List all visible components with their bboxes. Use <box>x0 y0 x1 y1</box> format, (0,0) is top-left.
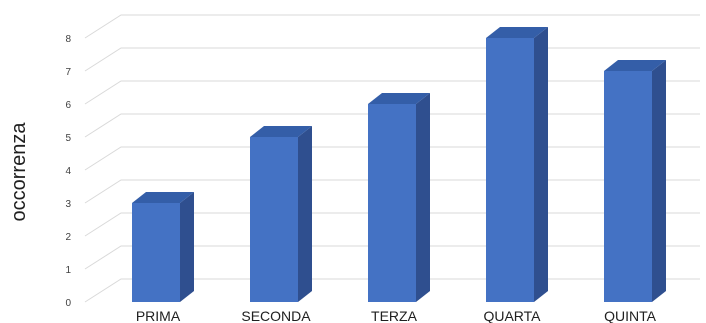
bar <box>486 27 548 302</box>
y-tick-label: 0 <box>65 298 71 309</box>
y-axis-label: occorrenza <box>8 122 30 222</box>
y-tick-label: 4 <box>65 166 71 177</box>
gridline <box>84 14 700 39</box>
x-tick-label: PRIMA <box>136 308 181 323</box>
y-tick-label: 2 <box>65 232 71 243</box>
bar-front <box>132 203 180 302</box>
y-tick-label: 1 <box>65 265 71 276</box>
y-tick-label: 7 <box>65 67 71 78</box>
bar <box>604 60 666 302</box>
bars <box>132 27 666 302</box>
bar <box>250 126 312 302</box>
x-tick-labels: PRIMA SECONDA TERZA QUARTA QUINTA <box>136 308 657 323</box>
bar-top <box>486 27 548 38</box>
y-tick-labels: 0 1 2 3 4 5 6 7 8 <box>65 34 71 309</box>
y-tick-label: 8 <box>65 34 71 45</box>
bar-top <box>604 60 666 71</box>
bar <box>132 192 194 302</box>
x-tick-label: QUARTA <box>483 308 541 323</box>
bar <box>368 93 430 302</box>
y-tick-label: 3 <box>65 199 71 210</box>
bar-side <box>652 60 666 302</box>
bar-side <box>298 126 312 302</box>
gridline <box>84 47 700 72</box>
y-tick-label: 5 <box>65 133 71 144</box>
bar-side <box>180 192 194 302</box>
bar-side <box>416 93 430 302</box>
bar-top <box>368 93 430 104</box>
x-tick-label: SECONDA <box>241 308 311 323</box>
bar-front <box>250 137 298 302</box>
bar-top <box>132 192 194 203</box>
x-tick-label: TERZA <box>371 308 418 323</box>
bar-front <box>368 104 416 302</box>
y-tick-label: 6 <box>65 100 71 111</box>
bar-front <box>604 71 652 302</box>
bar-top <box>250 126 312 137</box>
bar-side <box>534 27 548 302</box>
x-tick-label: QUINTA <box>604 308 657 323</box>
gridlines <box>84 14 700 303</box>
bar-front <box>486 38 534 302</box>
